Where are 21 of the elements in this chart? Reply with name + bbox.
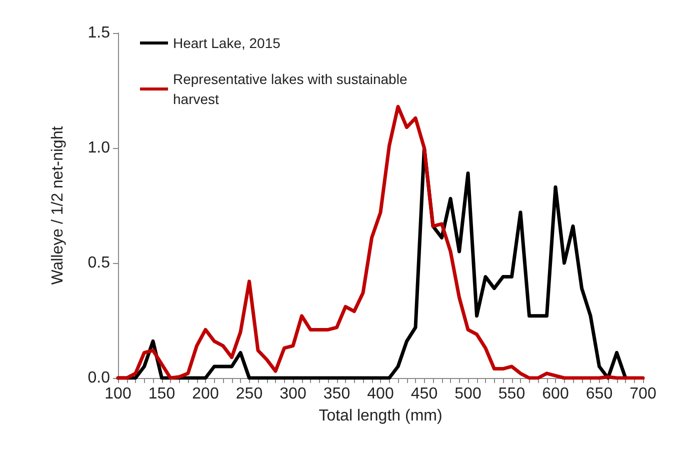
x-tick-label: 650 [586,386,613,402]
x-axis-title: Total length (mm) [318,408,442,424]
x-tick-label: 350 [323,386,350,402]
legend-label: Representative lakes with sustainable harvest [173,71,412,107]
x-tick-label: 250 [236,386,263,402]
x-tick-label: 400 [367,386,394,402]
x-tick-label: 500 [454,386,482,402]
x-tick-label: 600 [542,386,569,402]
x-tick-label: 100 [104,386,132,402]
y-tick-label: 1.0 [88,140,110,156]
y-tick-label: 0.0 [88,370,110,386]
x-tick-label: 700 [630,386,656,402]
x-tick-label: 150 [148,386,176,402]
y-tick-label: 1.5 [88,24,110,42]
x-tick-label: 300 [280,386,306,402]
x-tick-label: 550 [498,386,526,402]
y-axis-title: Walleye / 1/2 net-night [50,126,66,285]
x-tick-label: 450 [410,386,438,402]
y-tick-label: 0.5 [88,254,110,272]
legend-label: Heart Lake, 2015 [173,35,281,51]
x-tick-label: 200 [192,386,219,402]
